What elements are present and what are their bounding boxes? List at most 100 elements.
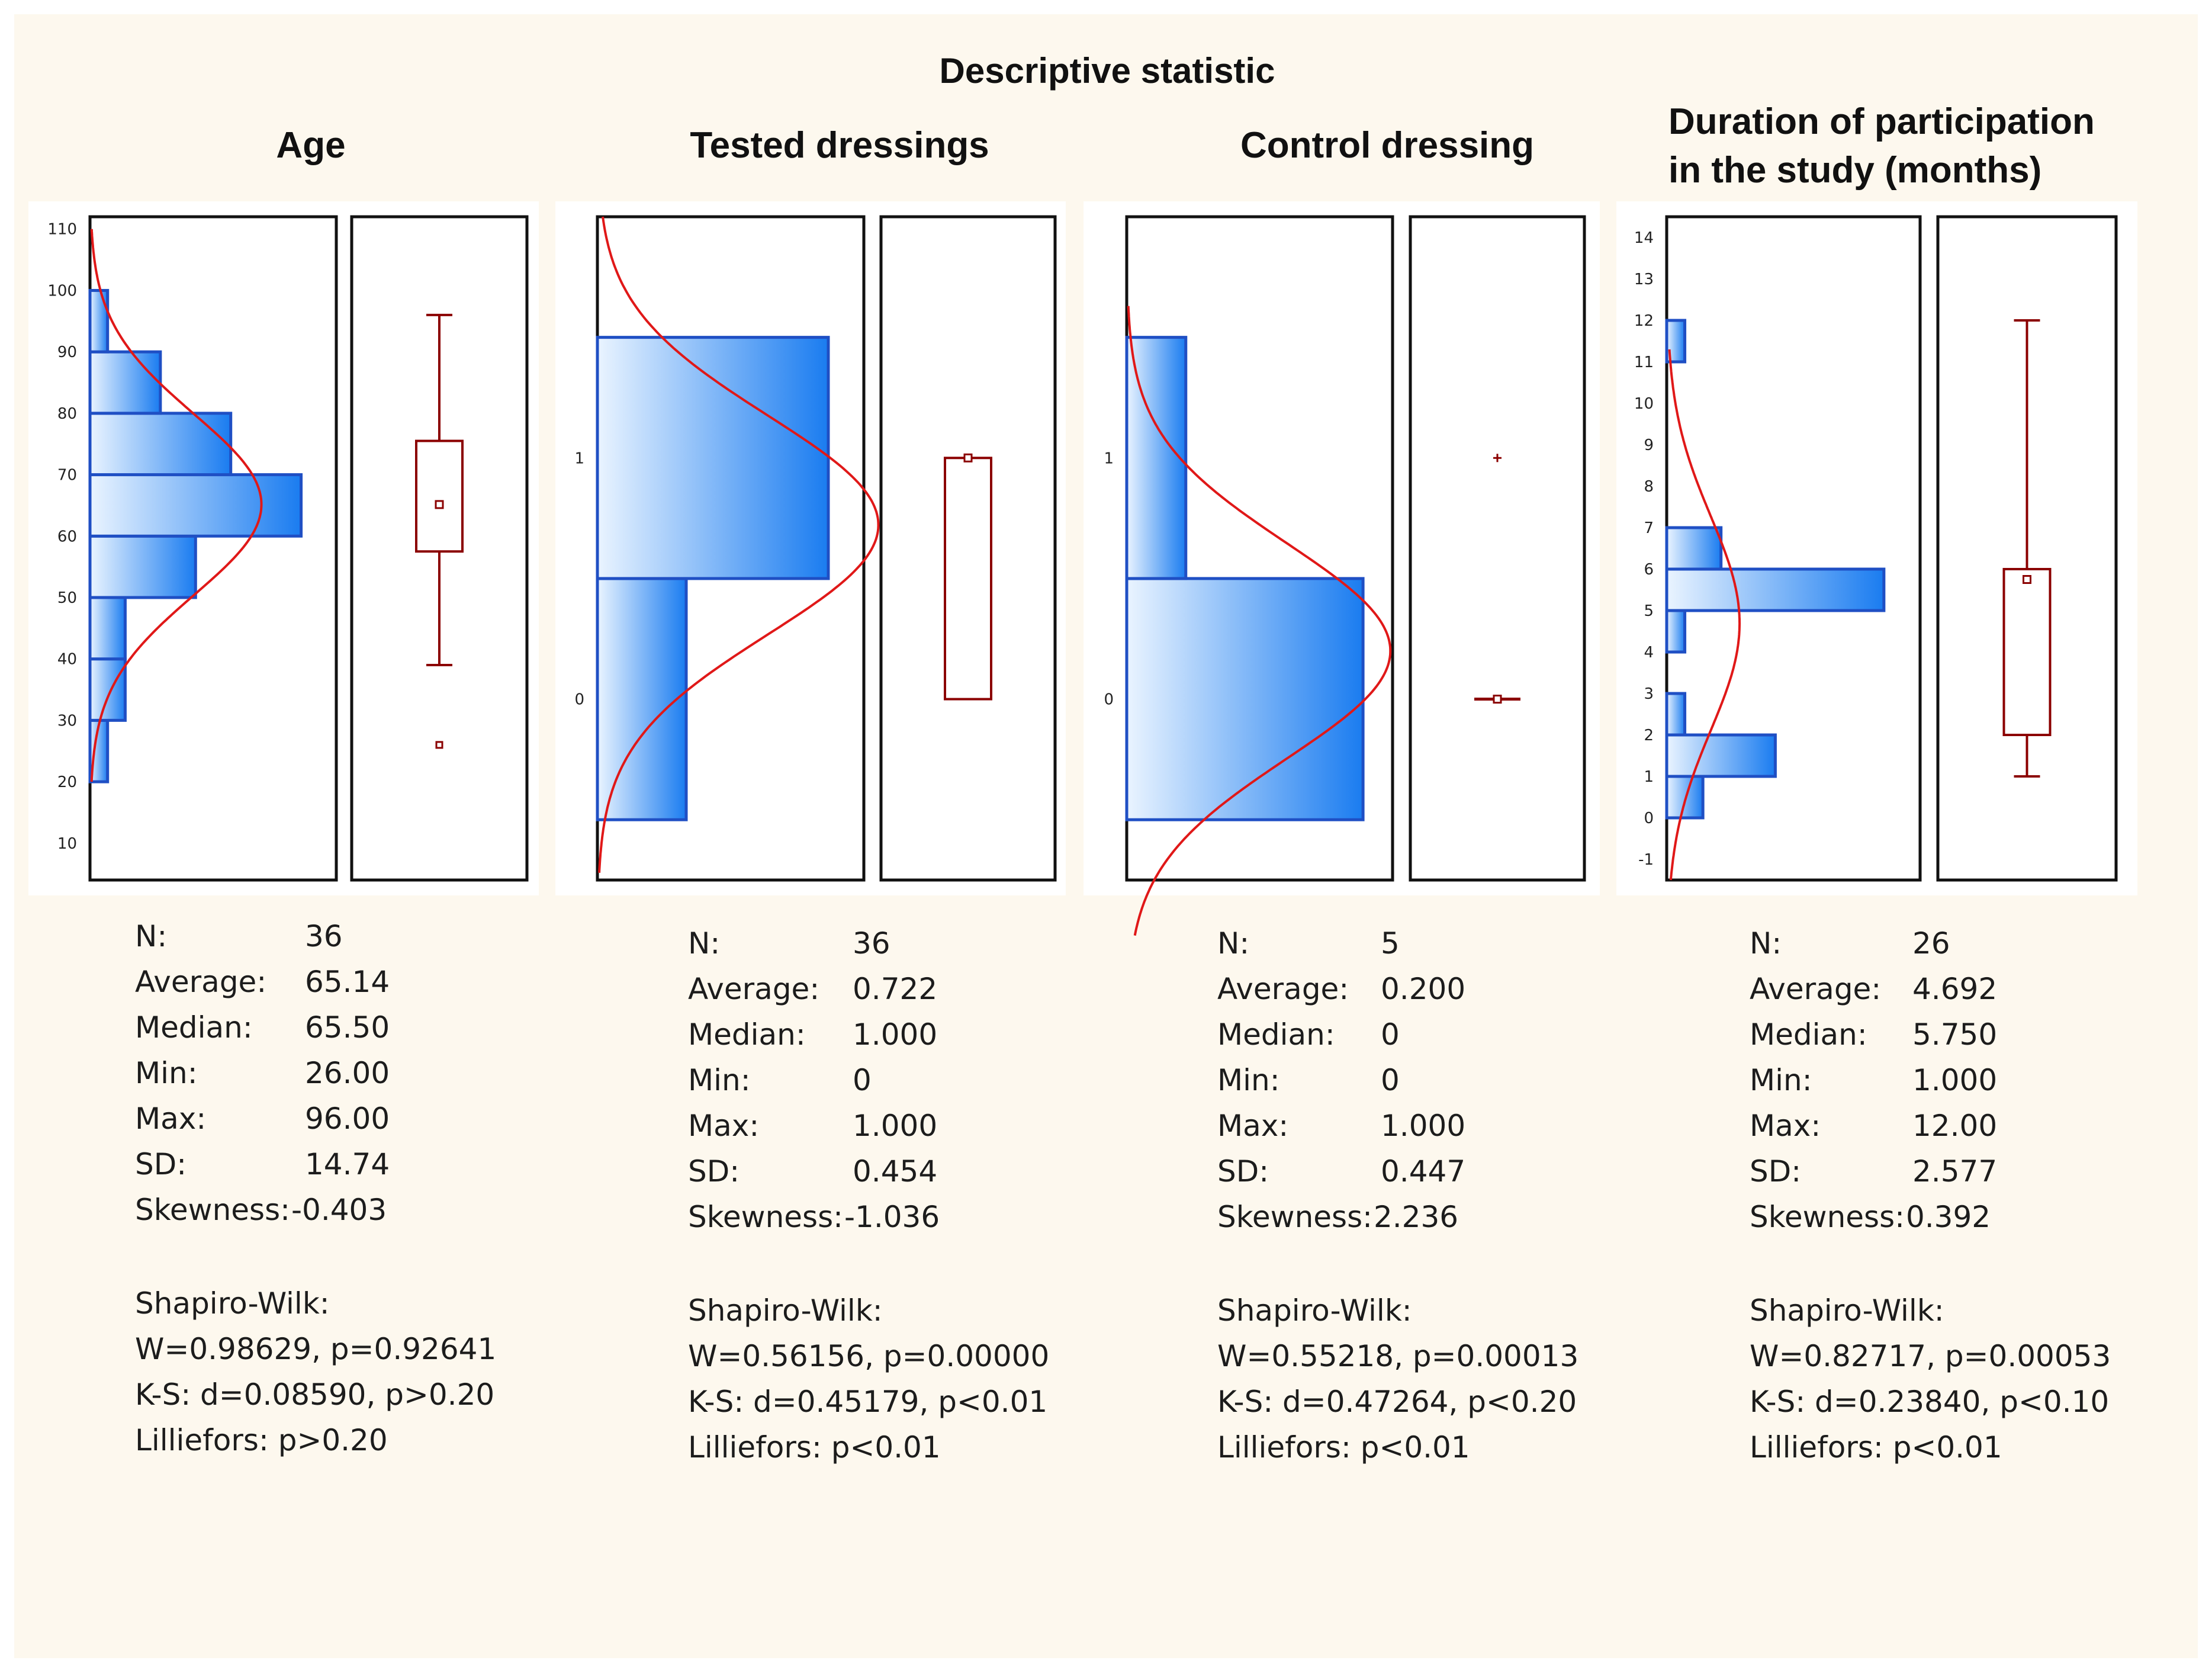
- y-tick-label: 9: [1644, 436, 1654, 454]
- y-tick-label: 8: [1644, 478, 1654, 496]
- stat-label: Min:: [135, 1056, 198, 1090]
- y-tick-label: 7: [1644, 519, 1654, 537]
- normality-test-line: W=0.82717, p=0.00053: [1750, 1339, 2111, 1373]
- stats-block: N: 5 Average: 0.200 Median: 0 Min: 0 Max: 1.000 SD…: [1217, 926, 1578, 1465]
- y-tick-label: 1: [1644, 768, 1654, 786]
- stat-label: SD:: [135, 1147, 187, 1181]
- stat-label: Skewness:: [135, 1193, 290, 1227]
- stat-label: Skewness:: [688, 1200, 843, 1234]
- stat-label: SD:: [1217, 1154, 1269, 1189]
- stats-block: N: 26 Average: 4.692 Median: 5.750 Min: 1.000 Ma…: [1750, 926, 2111, 1465]
- stat-label: Max:: [688, 1109, 759, 1143]
- panel-2: Tested dressings 0 1 N: 36 Average: 0.722 Media…: [555, 125, 1066, 1465]
- stat-label: Median:: [1217, 1017, 1335, 1052]
- normal-curve: [1668, 349, 1741, 881]
- stat-label: N:: [1750, 926, 1782, 961]
- panel-1: Age 10 20 30 40 50 60 70 80 90 100 110 N: 36 Average: 6…: [28, 125, 539, 1457]
- y-tick-label: 3: [1644, 685, 1654, 703]
- stats-block: N: 36 Average: 0.722 Median: 1.000 Min: 0 Max: 1.…: [688, 926, 1049, 1465]
- y-tick-label: 10: [57, 835, 77, 853]
- stat-label: N:: [1217, 926, 1249, 961]
- y-tick-label: 0: [1644, 810, 1654, 827]
- histogram-bar: [88, 288, 110, 354]
- panel-title-line: Duration of participation: [1668, 101, 2095, 142]
- panel-title: Control dressing: [1240, 125, 1534, 166]
- stat-value: 0: [853, 1063, 872, 1097]
- stat-label: Median:: [688, 1017, 806, 1052]
- boxplot-median-marker: [2023, 575, 2031, 584]
- y-tick-label: 11: [1634, 354, 1654, 371]
- stat-value: 5: [1381, 926, 1400, 961]
- y-tick-label: 0: [1104, 691, 1114, 709]
- stat-label: Min:: [1750, 1063, 1812, 1097]
- boxplot-box: [2002, 568, 2052, 736]
- stat-value: 36: [305, 919, 343, 953]
- y-tick-label: 50: [57, 589, 77, 607]
- histogram-bar: [1665, 526, 1723, 571]
- boxplot-frame: [879, 215, 1057, 882]
- normality-test-line: Lilliefors: p<0.01: [1217, 1430, 1470, 1465]
- stat-label: Average:: [1750, 972, 1881, 1006]
- stat-value: 0: [1381, 1063, 1400, 1097]
- normality-test-line: Shapiro-Wilk:: [135, 1286, 330, 1321]
- normal-curve: [1127, 306, 1392, 936]
- stat-value: 0.392: [1906, 1200, 1991, 1234]
- normal-curve: [598, 216, 880, 873]
- stat-label: Median:: [135, 1010, 253, 1045]
- histogram-bar: [596, 336, 830, 580]
- stat-value: 26: [1912, 926, 1950, 961]
- stat-label: Average:: [135, 965, 266, 999]
- y-tick-label: 2: [1644, 727, 1654, 744]
- panel-title: Duration of participation in the study (m…: [1668, 101, 2095, 191]
- y-tick-label: 60: [57, 528, 77, 545]
- boxplot-frame: [350, 215, 529, 882]
- y-tick-label: 80: [57, 405, 77, 423]
- stat-value: 0.200: [1381, 972, 1465, 1006]
- stat-value: 0.447: [1381, 1154, 1465, 1189]
- y-tick-label: -1: [1638, 851, 1654, 869]
- stat-value: 36: [853, 926, 890, 961]
- normality-test-line: K-S: d=0.08590, p>0.20: [135, 1377, 494, 1412]
- stat-value: 26.00: [305, 1056, 390, 1090]
- y-tick-label: 110: [47, 221, 77, 239]
- y-tick-label: 10: [1634, 395, 1654, 413]
- stat-label: Skewness:: [1217, 1200, 1372, 1234]
- histogram-bar: [88, 473, 303, 538]
- panel-title-line: Tested dressings: [690, 125, 989, 166]
- histogram-bar: [88, 350, 162, 415]
- stat-label: Max:: [1217, 1109, 1288, 1143]
- boxplot-median-marker: [435, 500, 444, 509]
- normality-test-line: K-S: d=0.23840, p<0.10: [1750, 1385, 2109, 1419]
- stat-value: 1.000: [853, 1017, 937, 1052]
- boxplot-frame: [1936, 215, 2118, 882]
- stat-value: 65.14: [305, 965, 390, 999]
- stat-value: 1.000: [1912, 1063, 1997, 1097]
- y-tick-label: 6: [1644, 561, 1654, 579]
- panel-title-line: in the study (months): [1668, 150, 2041, 191]
- boxplot-median-marker: [1493, 695, 1502, 704]
- panel-title-line: Control dressing: [1240, 125, 1534, 166]
- stat-value: 5.750: [1912, 1017, 1997, 1052]
- histogram-bar: [88, 412, 233, 477]
- normality-test-line: Lilliefors: p>0.20: [135, 1423, 388, 1457]
- panel-title-line: Age: [276, 125, 345, 166]
- y-tick-label: 0: [574, 691, 584, 709]
- stat-label: Min:: [1217, 1063, 1280, 1097]
- histogram-bar: [1665, 609, 1687, 654]
- boxplot-median-marker: [963, 453, 973, 463]
- stat-value: 96.00: [305, 1102, 390, 1136]
- stat-label: Average:: [1217, 972, 1349, 1006]
- stat-value: 65.50: [305, 1010, 390, 1045]
- y-tick-label: 20: [57, 773, 77, 791]
- histogram-bar: [88, 534, 197, 599]
- y-tick-label: 100: [47, 282, 77, 300]
- y-tick-label: 14: [1634, 229, 1654, 247]
- stat-value: 4.692: [1912, 972, 1997, 1006]
- y-tick-label: 40: [57, 651, 77, 669]
- stat-value: 1.000: [853, 1109, 937, 1143]
- stat-value: -1.036: [844, 1200, 940, 1234]
- y-tick-label: 12: [1634, 312, 1654, 330]
- stat-value: 0.722: [853, 972, 937, 1006]
- histogram-bar: [1125, 577, 1365, 821]
